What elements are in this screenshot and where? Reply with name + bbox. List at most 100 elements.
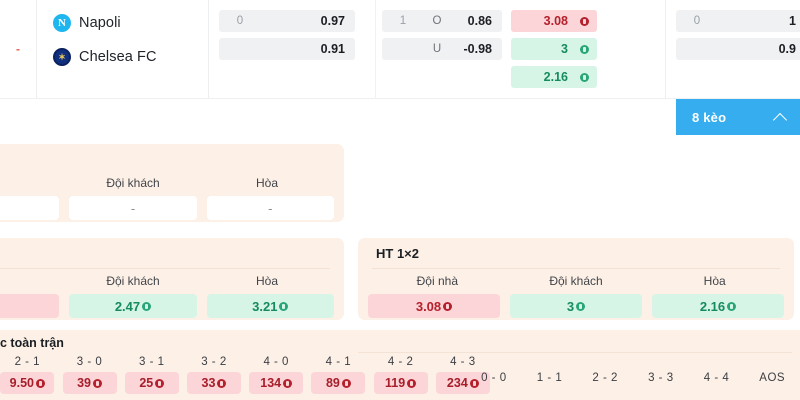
team-row-home[interactable]: N Napoli <box>53 14 208 32</box>
score-odds-value: 25 <box>139 376 154 390</box>
trend-down-icon-c8 <box>469 378 479 388</box>
odds-cell-ft-away[interactable]: - <box>69 196 197 220</box>
odds-cell-handicap1-row2[interactable]: 0.91 <box>219 38 355 60</box>
market-card-ht-1x2-headers: Đội nhà Đội khách Hòa <box>368 274 784 288</box>
column-header-home-2 <box>0 274 66 288</box>
draw-score-label-aos[interactable]: AOS <box>759 372 786 384</box>
score-label: 4 - 3 <box>450 356 476 368</box>
ou-line-1: 1 <box>399 15 407 27</box>
trend-up-icon-8 <box>727 301 737 311</box>
odds-cell-ft-home[interactable]: - <box>0 196 60 220</box>
score-odds[interactable]: 9.50 <box>0 372 55 394</box>
odds-cell-1x2left-away[interactable]: 3 <box>511 38 597 60</box>
chevron-up-icon <box>774 111 786 123</box>
odds-cell-1x2left-home[interactable]: 3.08 <box>511 10 597 32</box>
score-odds[interactable]: 134 <box>249 372 304 394</box>
score-odds-value: 39 <box>77 376 91 390</box>
score-odds-value: 119 <box>385 376 406 390</box>
score-odds[interactable]: 234 <box>435 372 490 394</box>
score-odds-value: 234 <box>446 376 468 390</box>
draw-score-label[interactable]: 1 - 1 <box>536 372 563 384</box>
score-odds[interactable]: 89 <box>311 372 366 394</box>
market-card-secondary: Đội khách Hòa 2.47 3.21 <box>0 238 344 320</box>
score-label: 4 - 2 <box>387 356 414 368</box>
market-card-full-time: Đội khách Hòa - - - <box>0 144 344 222</box>
score-odds[interactable]: 39 <box>62 372 117 394</box>
odds-cell-1x2left-draw[interactable]: 2.16 <box>511 66 597 88</box>
draw-score-label[interactable]: 2 - 2 <box>592 372 618 384</box>
score-column[interactable]: 4 - 3 234 <box>432 356 494 394</box>
odds-group-handicap-2: 0 1 0.9 <box>665 0 800 98</box>
score-odds[interactable]: 119 <box>373 372 428 394</box>
draw-score-label[interactable]: 3 - 3 <box>648 372 674 384</box>
column-header-home <box>0 176 66 190</box>
score-column[interactable]: 4 - 1 89 <box>307 356 369 394</box>
score-label: 3 - 0 <box>76 356 103 368</box>
expand-more-markets-label: 8 kèo <box>692 109 727 125</box>
odds-cell-ou1-row1[interactable]: 1 O 0.86 <box>382 10 502 32</box>
trend-down-icon <box>580 16 589 26</box>
odds-cell-secondary-away[interactable]: 2.47 <box>69 294 197 318</box>
score-label: 2 - 1 <box>14 356 41 368</box>
odds-value-handicap2-row1: 1 <box>789 14 796 28</box>
odds-value-ht-home: 3.08 <box>415 298 442 314</box>
odds-cell-secondary-home[interactable] <box>0 294 60 318</box>
match-odds-panel: - N Napoli ✶ Chelsea FC 0 0.97 <box>0 0 800 98</box>
odds-value-ht-away: 3 <box>566 298 575 314</box>
score-label: 3 - 1 <box>139 356 165 368</box>
trend-down-icon-c3 <box>155 378 165 388</box>
odds-cell-ht-home[interactable]: 3.08 <box>368 294 500 318</box>
trend-down-icon-c6 <box>341 378 351 388</box>
score-odds-value: 33 <box>201 376 216 390</box>
team-row-away[interactable]: ✶ Chelsea FC <box>53 48 208 66</box>
odds-cell-ht-away[interactable]: 3 <box>510 294 642 318</box>
score-label: 3 - 2 <box>201 356 227 368</box>
score-odds[interactable]: 33 <box>186 372 241 394</box>
score-column[interactable]: 4 - 2 119 <box>370 356 432 394</box>
market-card-secondary-values: 2.47 3.21 <box>0 294 334 318</box>
card-divider-ht-1x2 <box>372 268 780 269</box>
market-card-ht-1x2: HT 1×2 Đội nhà Đội khách Hòa 3.08 3 2.16 <box>358 238 794 320</box>
expand-more-markets-button[interactable]: 8 kèo <box>676 99 800 135</box>
score-column[interactable]: 3 - 2 33 <box>183 356 245 394</box>
odds-cell-ht-draw[interactable]: 2.16 <box>652 294 784 318</box>
column-header-draw-2: Hòa <box>255 274 278 288</box>
score-column[interactable]: 4 - 0 134 <box>245 356 307 394</box>
column-header-away-2: Đội khách <box>106 274 160 288</box>
draw-score-label[interactable]: 4 - 4 <box>703 372 730 384</box>
odds-value-handicap1-row1: 0.97 <box>320 14 345 28</box>
correct-score-divider <box>358 352 792 353</box>
odds-cell-handicap1-row1[interactable]: 0 0.97 <box>219 10 355 32</box>
odds-cell-secondary-draw[interactable]: 3.21 <box>206 294 334 318</box>
trend-up-icon-6 <box>279 301 289 311</box>
team-name-away: Chelsea FC <box>79 49 157 65</box>
score-label: 4 - 1 <box>325 356 352 368</box>
handicap-line-2: 0 <box>693 15 701 27</box>
odds-group-handicap-1: 0 0.97 0.91 <box>209 0 375 98</box>
score-column[interactable]: 3 - 1 25 <box>121 356 183 394</box>
correct-score-grid: 2 - 1 9.50 3 - 0 39 3 - 1 25 <box>0 356 494 394</box>
score-column[interactable]: 3 - 0 39 <box>58 356 120 394</box>
odds-cell-ou1-row2[interactable]: U -0.98 <box>382 38 502 60</box>
trend-down-icon-4 <box>443 301 453 311</box>
card-divider-secondary <box>0 268 330 269</box>
trend-up-icon <box>580 44 589 54</box>
teams-column: N Napoli ✶ Chelsea FC <box>37 0 209 98</box>
chelsea-crest-icon: ✶ <box>53 48 71 66</box>
trend-down-icon-c1 <box>36 378 45 388</box>
match-status-column: - <box>0 0 37 98</box>
napoli-crest-glyph: N <box>58 17 66 29</box>
score-column[interactable]: 2 - 1 9.50 <box>0 356 58 394</box>
odds-cell-handicap2-row1[interactable]: 0 1 <box>676 10 800 32</box>
odds-cell-ft-draw[interactable]: - <box>206 196 334 220</box>
odds-group-overunder-1: 1 O 0.86 U -0.98 <box>375 0 507 98</box>
trend-down-icon-c5 <box>283 378 293 388</box>
score-odds[interactable]: 25 <box>124 372 179 394</box>
trend-down-icon-c4 <box>217 378 227 388</box>
market-card-ht-1x2-title: HT 1×2 <box>376 246 419 261</box>
odds-cell-handicap2-row2[interactable]: 0.9 <box>676 38 800 60</box>
draw-score-label[interactable]: 0 - 0 <box>481 372 507 384</box>
trend-down-icon-c2 <box>93 378 102 388</box>
handicap-line-1: 0 <box>236 15 244 27</box>
